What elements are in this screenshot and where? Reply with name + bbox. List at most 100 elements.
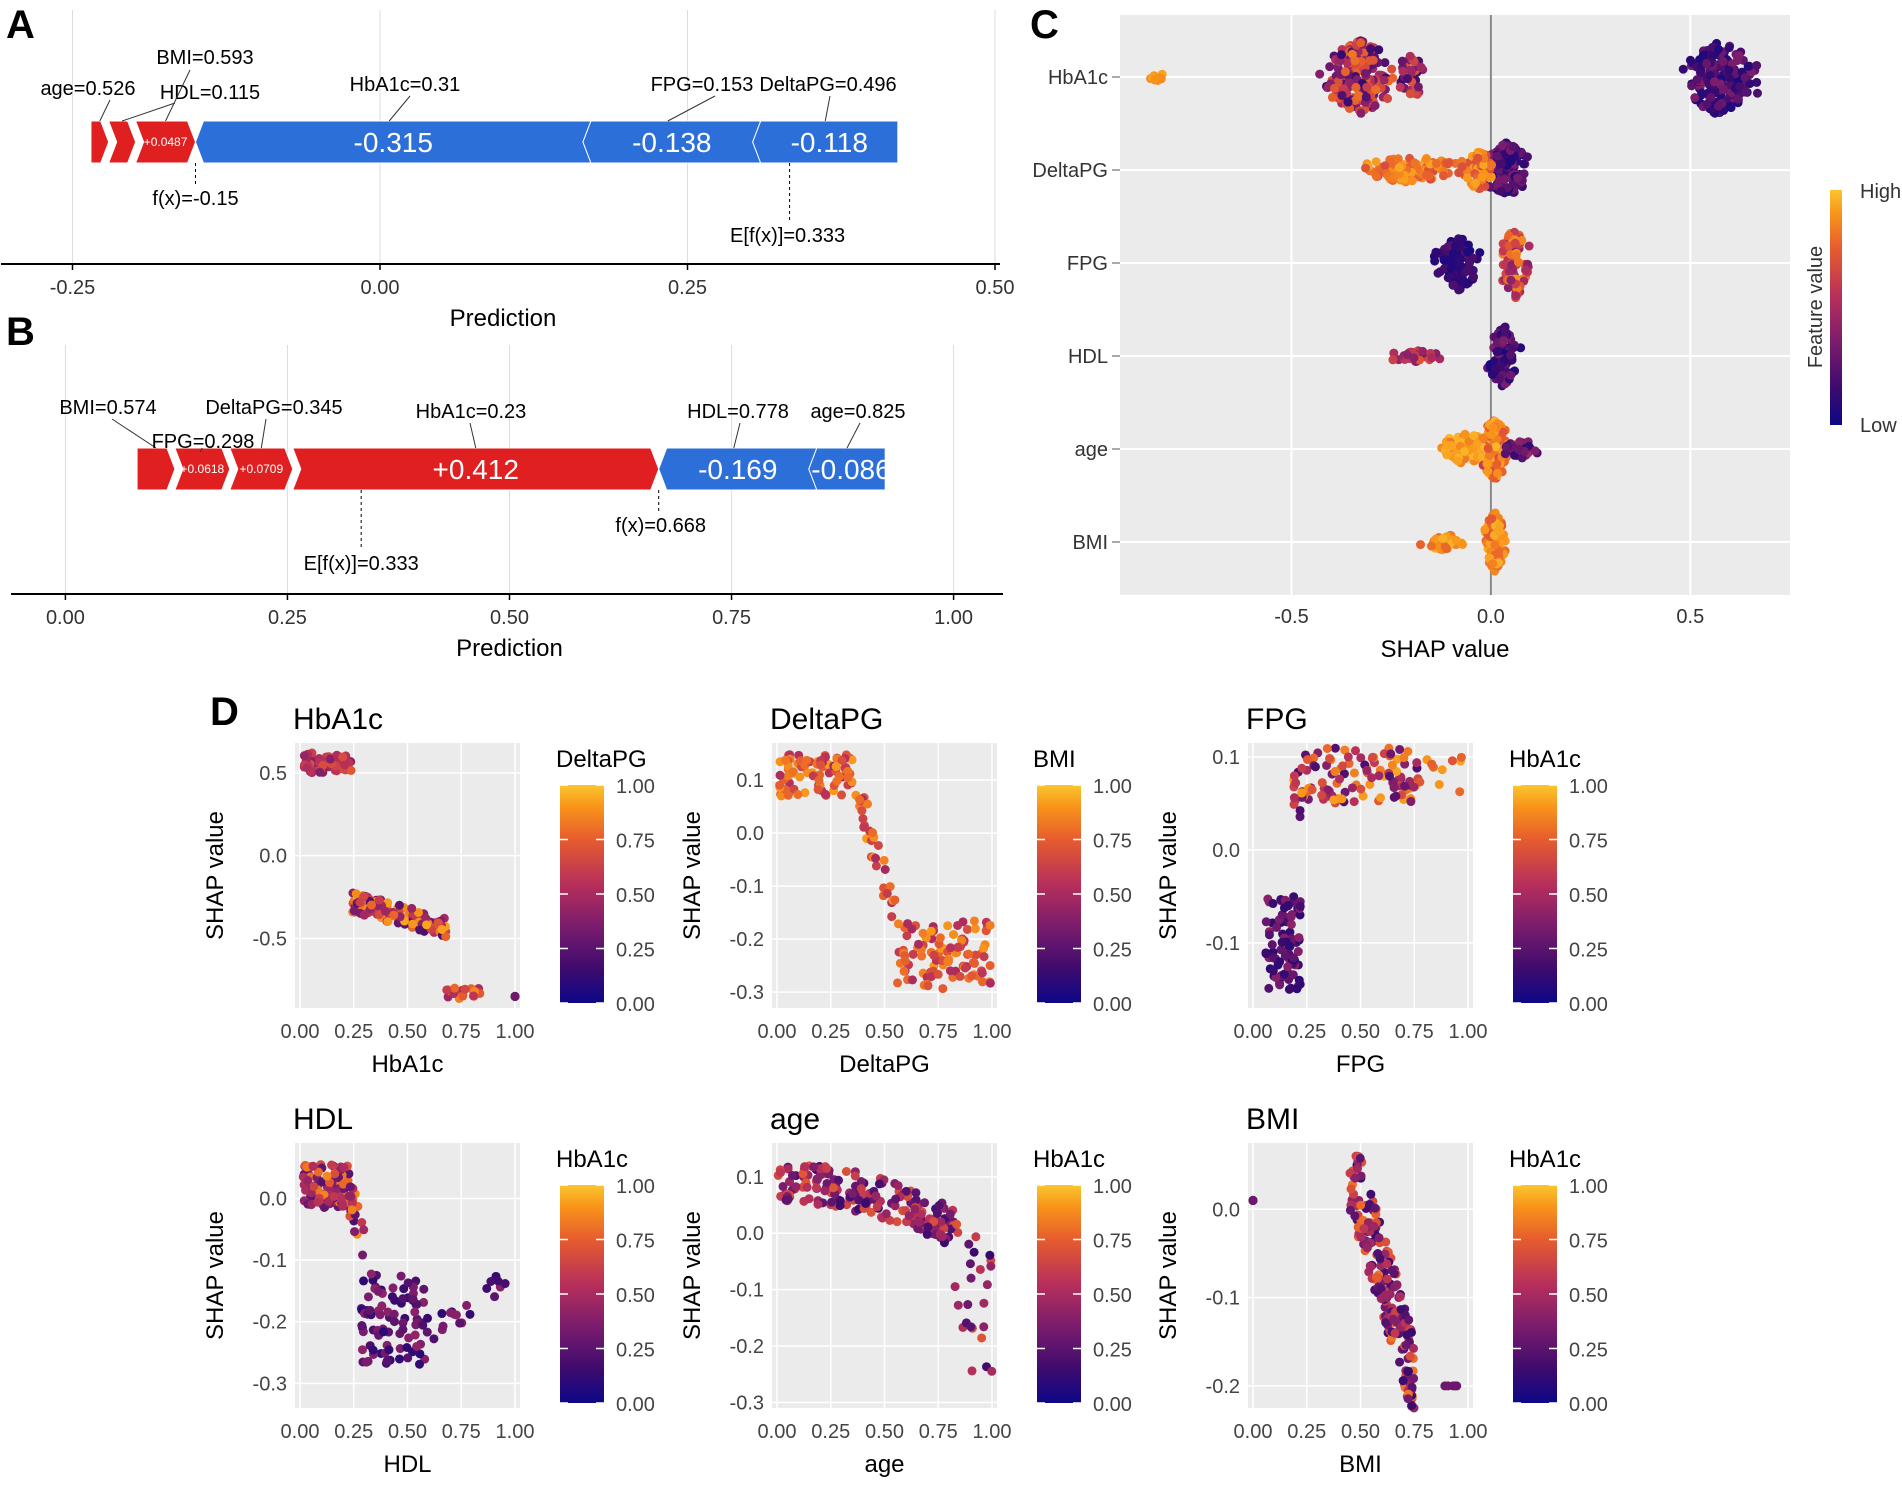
shap-point bbox=[1388, 355, 1398, 365]
shap-point bbox=[1402, 350, 1412, 360]
feature-label: HbA1c=0.31 bbox=[350, 74, 461, 96]
y-tick-label: -0.3 bbox=[730, 1392, 764, 1414]
shap-point bbox=[1678, 64, 1688, 74]
scatter-point bbox=[936, 1217, 946, 1227]
panel-label-b: B bbox=[6, 310, 35, 354]
y-tick-label: BMI bbox=[1072, 532, 1108, 554]
shap-point bbox=[1511, 251, 1521, 261]
y-axis-title: SHAP value bbox=[679, 1211, 706, 1340]
scatter-point bbox=[421, 913, 431, 923]
scatter-point bbox=[338, 752, 348, 762]
scatter-point bbox=[775, 770, 785, 780]
scatter-point bbox=[979, 943, 989, 953]
scatter-point bbox=[1389, 783, 1399, 793]
shap-point bbox=[1323, 83, 1333, 93]
scatter-point bbox=[394, 900, 404, 910]
x-tick-label: 1.00 bbox=[496, 1021, 535, 1043]
shap-point bbox=[1482, 459, 1492, 469]
scatter-point bbox=[1323, 785, 1333, 795]
y-tick-label: -0.1 bbox=[1206, 933, 1240, 955]
x-axis-title: HbA1c bbox=[371, 1051, 443, 1078]
scatter-point bbox=[1389, 792, 1399, 802]
scatter-point bbox=[1362, 1243, 1372, 1253]
scatter-point bbox=[1340, 745, 1350, 755]
scatter-point bbox=[438, 1321, 448, 1331]
segment-value: +0.0709 bbox=[239, 462, 283, 476]
scatter-point bbox=[955, 971, 965, 981]
shap-point bbox=[1342, 58, 1352, 68]
colorbar-tick-label: 0.00 bbox=[1569, 1394, 1608, 1416]
scatter-point bbox=[357, 1321, 367, 1331]
scatter-point bbox=[843, 773, 853, 783]
scatter-point bbox=[1295, 805, 1305, 815]
scatter-point bbox=[1325, 753, 1335, 763]
shap-point bbox=[1421, 154, 1431, 164]
scatter-point bbox=[814, 775, 824, 785]
x-tick-label: 0.75 bbox=[919, 1021, 958, 1043]
shap-point bbox=[1431, 159, 1441, 169]
shap-point bbox=[1522, 152, 1532, 162]
scatter-point bbox=[351, 889, 361, 899]
scatter-point bbox=[500, 1279, 510, 1289]
scatter-point bbox=[910, 1204, 920, 1214]
scatter-point bbox=[395, 1344, 405, 1354]
shap-point bbox=[1448, 249, 1458, 259]
shap-point bbox=[1752, 88, 1762, 98]
colorbar-tick-label: 0.50 bbox=[1569, 885, 1608, 907]
scatter-point bbox=[843, 766, 853, 776]
scatter-point bbox=[914, 1217, 924, 1227]
scatter-point bbox=[383, 917, 393, 927]
subplot-title: HbA1c bbox=[293, 703, 383, 736]
colorbar-tick-label: 0.75 bbox=[616, 831, 655, 853]
scatter-point bbox=[776, 791, 786, 801]
scatter-point bbox=[412, 1341, 422, 1351]
scatter-point bbox=[1382, 1274, 1392, 1284]
scatter-point bbox=[1381, 1318, 1391, 1328]
scatter-point bbox=[1322, 760, 1332, 770]
scatter-point bbox=[960, 963, 970, 973]
scatter-point bbox=[389, 1309, 399, 1319]
scatter-point bbox=[964, 949, 974, 959]
scatter-point bbox=[1248, 1195, 1258, 1205]
scatter-point bbox=[1384, 771, 1394, 781]
shap-point bbox=[1394, 169, 1404, 179]
scatter-point bbox=[914, 939, 924, 949]
scatter-point bbox=[1268, 899, 1278, 909]
shap-point bbox=[1741, 87, 1751, 97]
y-tick-label: -0.2 bbox=[730, 1336, 764, 1358]
scatter-point bbox=[365, 1305, 375, 1315]
shap-point bbox=[1427, 353, 1437, 363]
x-tick-label: 1.00 bbox=[1449, 1021, 1488, 1043]
x-tick-label: 0.75 bbox=[442, 1021, 481, 1043]
x-tick-label: 1.00 bbox=[934, 607, 973, 629]
x-tick-label: 0.50 bbox=[1341, 1021, 1380, 1043]
shap-point bbox=[1351, 82, 1361, 92]
scatter-point bbox=[1390, 1328, 1400, 1338]
scatter-point bbox=[918, 928, 928, 938]
scatter-point bbox=[987, 1366, 997, 1376]
scatter-point bbox=[879, 855, 889, 865]
x-tick-label: 1.00 bbox=[973, 1421, 1012, 1443]
scatter-point bbox=[1403, 1394, 1413, 1404]
scatter-point bbox=[1399, 753, 1409, 763]
shap-point bbox=[1505, 350, 1515, 360]
x-tick-label: 0.50 bbox=[490, 607, 529, 629]
scatter-point bbox=[1381, 1237, 1391, 1247]
label-leader bbox=[667, 95, 716, 122]
scatter-point bbox=[458, 991, 468, 1001]
y-axis-title: SHAP value bbox=[202, 1211, 229, 1340]
scatter-point bbox=[885, 1215, 895, 1225]
shap-point bbox=[1492, 459, 1502, 469]
scatter-point bbox=[862, 799, 872, 809]
shap-point bbox=[1692, 75, 1702, 85]
scatter-point bbox=[410, 1330, 420, 1340]
shap-point bbox=[1405, 89, 1415, 99]
y-tick-label: age bbox=[1075, 439, 1108, 461]
scatter-point bbox=[1289, 892, 1299, 902]
scatter-point bbox=[308, 1161, 318, 1171]
scatter-point bbox=[403, 1278, 413, 1288]
scatter-point bbox=[1409, 1373, 1419, 1383]
scatter-point bbox=[1261, 949, 1271, 959]
scatter-point bbox=[367, 900, 377, 910]
